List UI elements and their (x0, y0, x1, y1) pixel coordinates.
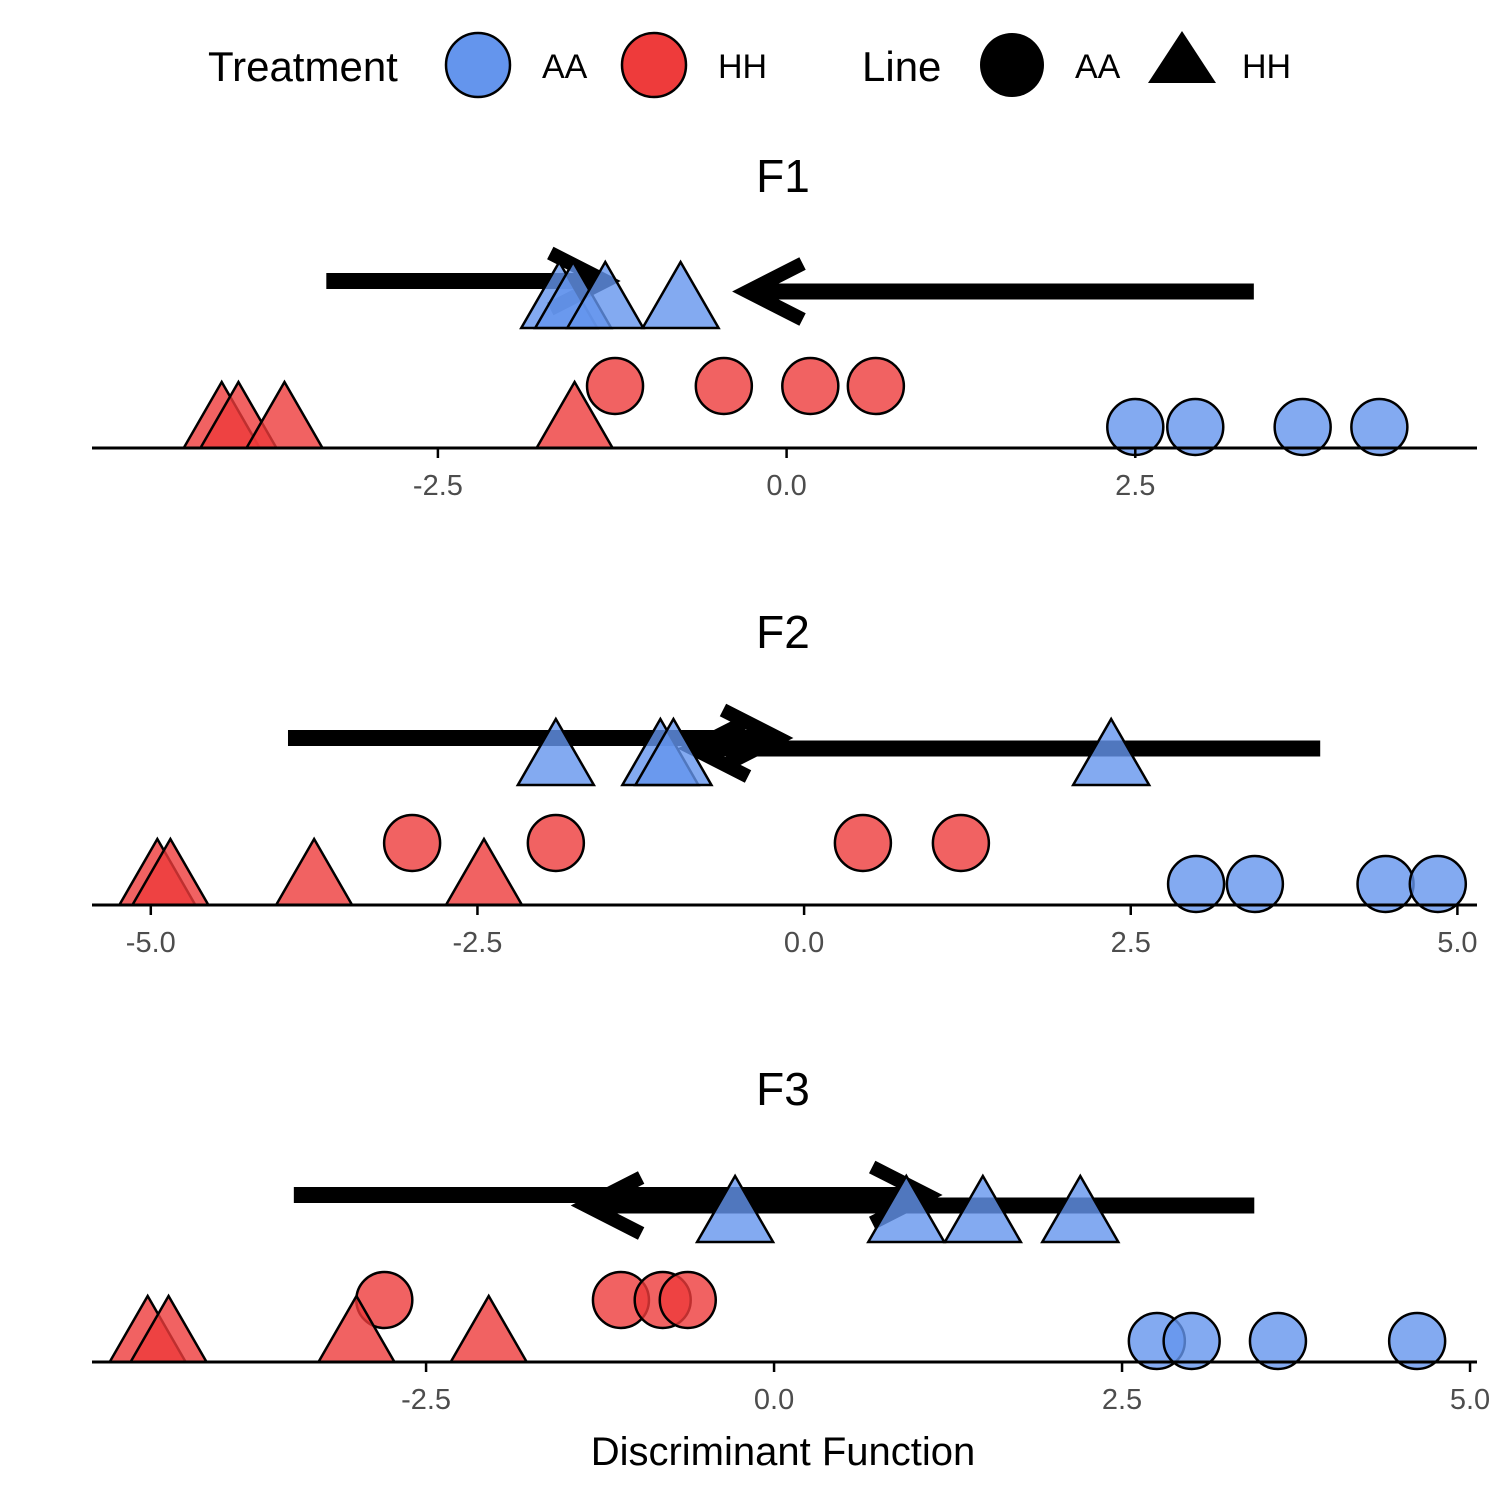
point-f1-hh-aa-12 (846, 356, 906, 416)
ticks-f2: -5.0 -2.5 0.0 2.5 5.0 (126, 905, 1478, 959)
legend: Treatment AA HH Line AA HH (208, 31, 1291, 99)
point-f2-hh-aa-10 (526, 813, 586, 873)
point-f1-aa-aa-4 (1350, 397, 1409, 457)
panel-title-f3: F3 (756, 1063, 810, 1115)
legend-line-hh-swatch (1148, 31, 1216, 83)
point-f2-hh-hh-15 (273, 836, 355, 907)
tick-label-f3-1: -2.5 (401, 1384, 451, 1416)
point-f1-hh-aa-9 (585, 356, 645, 416)
point-f3-aa-aa-2 (1162, 1311, 1221, 1371)
tick-label-f1-2: 0.0 (766, 470, 806, 502)
point-f3-hh-hh-16 (448, 1293, 529, 1364)
legend-line-aa-label: AA (1075, 48, 1121, 86)
legend-treatment-title: Treatment (208, 43, 398, 90)
point-f2-aa-aa-2 (1225, 854, 1285, 914)
point-f1-aa-aa-2 (1166, 397, 1225, 457)
point-f3-aa-aa-4 (1387, 1311, 1447, 1371)
point-f2-hh-aa-12 (931, 813, 991, 873)
point-f2-hh-hh-16 (443, 836, 525, 907)
point-f2-aa-hh-5 (515, 716, 597, 787)
point-f2-aa-hh-8 (1070, 716, 1152, 787)
ticks-f1: -2.5 0.0 2.5 (413, 448, 1155, 502)
legend-treatment-hh-label: HH (718, 48, 767, 86)
arrows-f2 (287, 703, 1321, 783)
tick-label-f2-2: -2.5 (452, 927, 502, 959)
legend-treatment-aa-swatch (444, 31, 512, 99)
point-f1-aa-hh-7 (565, 259, 646, 330)
tick-label-f2-5: 5.0 (1437, 927, 1477, 959)
legend-treatment-aa-label: AA (542, 48, 588, 86)
panel-f1: F1 -2.5 0.0 2.5 (92, 150, 1477, 502)
tick-label-f1-3: 2.5 (1115, 470, 1155, 502)
panel-f2: F2 -5.0 -2.5 0.0 2.5 5.0 (92, 606, 1478, 959)
legend-line-hh-label: HH (1242, 48, 1291, 86)
point-f3-aa-hh-6 (866, 1173, 947, 1244)
legend-line-title: Line (862, 43, 941, 90)
tick-label-f1-1: -2.5 (413, 470, 463, 502)
points-f3 (107, 1173, 1447, 1371)
point-f3-aa-hh-5 (694, 1173, 776, 1244)
arrow-f2-2 (677, 714, 1321, 783)
ticks-f3: -2.5 0.0 2.5 5.0 (401, 1362, 1490, 1416)
panel-title-f1: F1 (756, 150, 810, 202)
panel-f3: F3 -2.5 0.0 2.5 5.0 (92, 1063, 1490, 1416)
point-f2-aa-aa-1 (1166, 854, 1226, 914)
arrows-f3 (293, 1160, 1255, 1240)
tick-label-f2-1: -5.0 (126, 927, 176, 959)
point-f3-aa-hh-8 (1040, 1173, 1121, 1244)
tick-label-f3-4: 5.0 (1450, 1384, 1490, 1416)
point-f2-hh-aa-9 (382, 813, 442, 873)
tick-label-f3-3: 2.5 (1102, 1384, 1142, 1416)
panel-title-f2: F2 (756, 606, 810, 658)
point-f3-hh-aa-12 (658, 1270, 718, 1330)
point-f3-aa-aa-3 (1248, 1311, 1308, 1371)
point-f2-hh-aa-11 (833, 813, 893, 873)
points-f1 (181, 259, 1409, 457)
point-f2-aa-hh-7 (633, 716, 714, 787)
x-axis-title: Discriminant Function (591, 1430, 976, 1474)
tick-label-f2-4: 2.5 (1111, 927, 1151, 959)
point-f1-hh-aa-10 (694, 356, 754, 416)
point-f1-hh-aa-11 (781, 356, 840, 416)
tick-label-f2-3: 0.0 (784, 927, 824, 959)
point-f1-aa-hh-8 (640, 259, 721, 330)
arrow-f1-2 (732, 257, 1254, 326)
point-f1-aa-aa-3 (1273, 397, 1332, 457)
legend-line-aa-swatch (980, 33, 1044, 97)
arrows-f1 (326, 246, 1254, 326)
point-f3-aa-hh-7 (942, 1173, 1024, 1244)
legend-treatment-hh-swatch (620, 31, 688, 99)
tick-label-f3-2: 0.0 (754, 1384, 794, 1416)
point-f2-aa-aa-4 (1408, 854, 1468, 914)
